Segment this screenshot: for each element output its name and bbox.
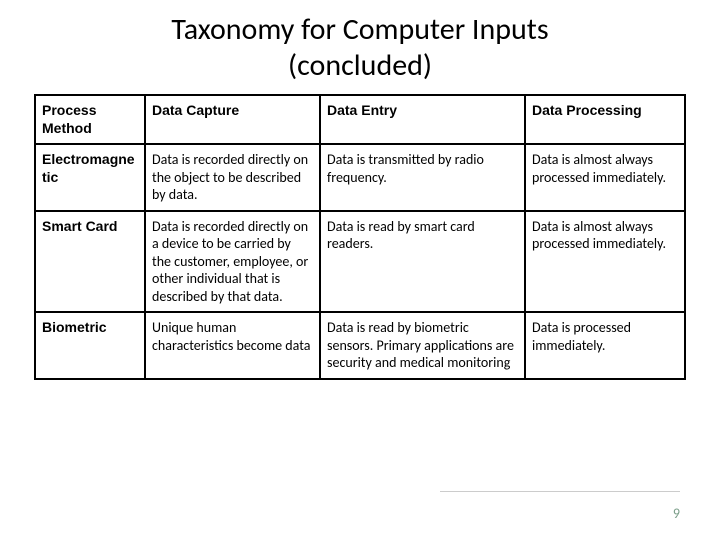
table-row: Biometric Unique human characteristics b… [35,312,685,379]
cell-entry: Data is transmitted by radio frequency. [320,144,525,211]
cell-method: Smart Card [35,211,145,313]
table-row: Electromagne tic Data is recorded direct… [35,144,685,211]
slide-title: Taxonomy for Computer Inputs (concluded) [0,0,720,94]
cell-capture: Data is recorded directly on the object … [145,144,320,211]
cell-entry: Data is read by smart card readers. [320,211,525,313]
cell-processing: Data is almost always processed immediat… [525,144,685,211]
cell-processing: Data is processed immediately. [525,312,685,379]
col-header-data-capture: Data Capture [145,95,320,144]
page-number: 9 [673,505,680,522]
table-header-row: Process Method Data Capture Data Entry D… [35,95,685,144]
col-header-data-entry: Data Entry [320,95,525,144]
footer-divider [440,491,680,492]
cell-method: Biometric [35,312,145,379]
title-line-2: (concluded) [288,47,432,84]
col-header-process-method: Process Method [35,95,145,144]
table-row: Smart Card Data is recorded directly on … [35,211,685,313]
cell-capture: Unique human characteristics become data [145,312,320,379]
input-taxonomy-table: Process Method Data Capture Data Entry D… [34,94,686,380]
title-line-1: Taxonomy for Computer Inputs [171,11,548,48]
cell-entry: Data is read by biometric sensors. Prima… [320,312,525,379]
cell-method: Electromagne tic [35,144,145,211]
cell-capture: Data is recorded directly on a device to… [145,211,320,313]
col-header-data-processing: Data Processing [525,95,685,144]
cell-processing: Data is almost always processed immediat… [525,211,685,313]
